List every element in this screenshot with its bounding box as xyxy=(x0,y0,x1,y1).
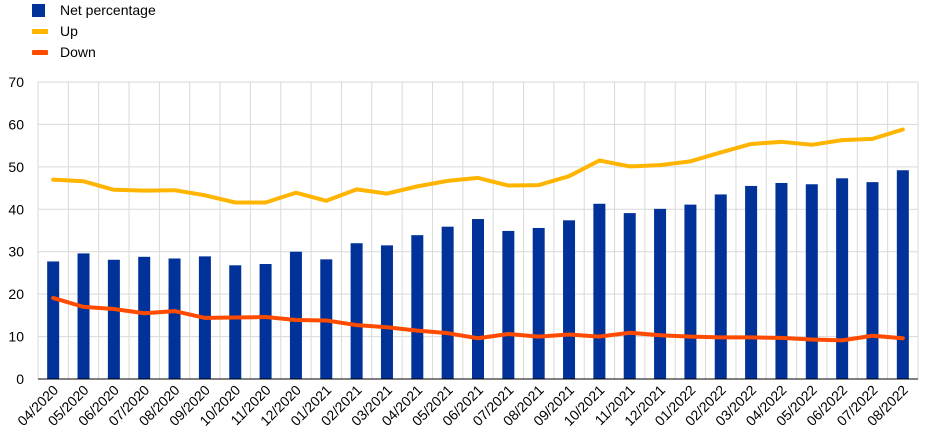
legend-label: Net percentage xyxy=(60,2,156,18)
y-tick-label: 40 xyxy=(8,201,24,217)
bar xyxy=(714,194,727,379)
bar xyxy=(350,243,363,379)
series-line-up xyxy=(51,127,905,205)
legend-label: Up xyxy=(60,23,78,39)
bar xyxy=(805,184,818,379)
legend-item: Down xyxy=(32,42,156,63)
legend-item: Net percentage xyxy=(32,0,156,21)
bar-series xyxy=(47,170,909,379)
bar xyxy=(896,170,909,379)
bar xyxy=(441,226,454,379)
y-tick-label: 20 xyxy=(8,286,24,302)
series-line-down xyxy=(51,295,905,343)
y-tick-label: 50 xyxy=(8,159,24,175)
y-tick-label: 10 xyxy=(8,329,24,345)
bar xyxy=(866,182,879,379)
bar xyxy=(411,235,424,379)
bar xyxy=(684,204,697,379)
legend: Net percentage Up Down xyxy=(32,0,156,63)
bar xyxy=(836,178,849,379)
bar xyxy=(563,220,576,379)
bar xyxy=(380,245,393,379)
legend-swatch xyxy=(32,4,45,17)
bar xyxy=(623,213,636,379)
bar xyxy=(168,258,181,379)
bar xyxy=(259,264,272,379)
y-tick-label: 30 xyxy=(8,244,24,260)
legend-swatch xyxy=(32,50,48,55)
bar xyxy=(229,265,242,379)
bar xyxy=(289,251,302,379)
bar xyxy=(138,256,151,379)
legend-item: Up xyxy=(32,21,156,42)
bar xyxy=(502,230,515,379)
y-tick-label: 70 xyxy=(8,74,24,90)
line-series xyxy=(51,127,905,343)
legend-swatch xyxy=(32,29,48,34)
bar xyxy=(77,253,90,379)
bar xyxy=(745,185,758,379)
bar xyxy=(47,261,60,379)
y-tick-label: 0 xyxy=(16,371,24,387)
bar xyxy=(532,227,545,379)
bar xyxy=(472,219,484,379)
y-tick-label: 60 xyxy=(8,116,24,132)
bar xyxy=(654,208,667,379)
legend-label: Down xyxy=(60,44,96,60)
bar xyxy=(593,203,606,379)
bar xyxy=(107,259,120,379)
bar xyxy=(775,182,788,379)
